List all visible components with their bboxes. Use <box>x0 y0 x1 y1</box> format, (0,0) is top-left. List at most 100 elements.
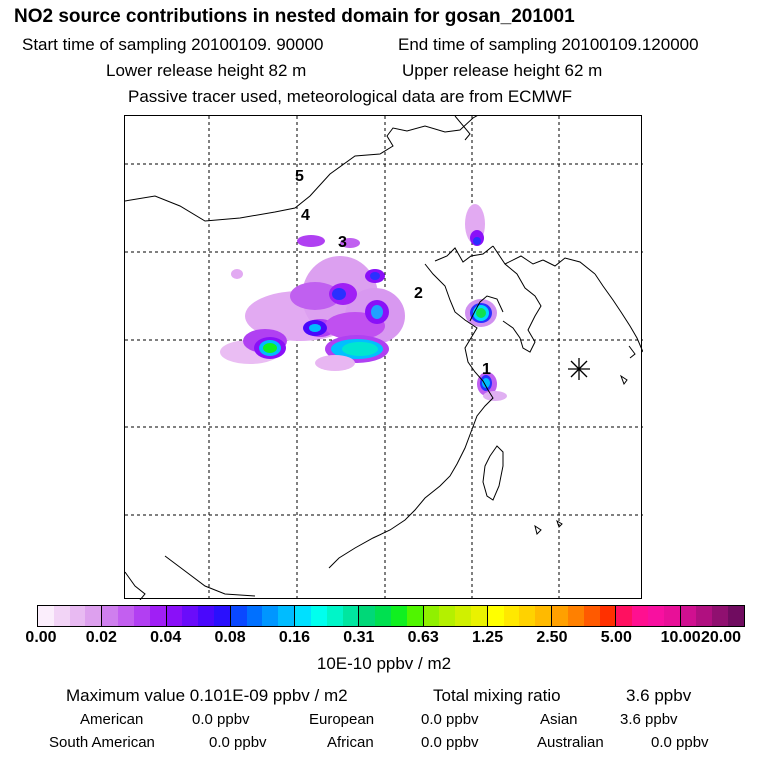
color-scale-swatch <box>278 606 295 626</box>
color-scale-swatch <box>102 606 119 626</box>
source-label-5: 5 <box>295 168 304 185</box>
region-value-european: 0.0 ppbv <box>421 711 479 728</box>
color-scale-tick-label: 0.31 <box>343 629 375 646</box>
color-scale-swatch <box>342 606 359 626</box>
total-mixing-ratio-label: Total mixing ratio <box>433 686 561 705</box>
color-scale-swatch <box>552 606 568 626</box>
lower-release-label: Lower release height 82 m <box>106 61 307 80</box>
region-name-south-american: South American <box>49 734 155 751</box>
tracer-note: Passive tracer used, meteorological data… <box>128 87 573 106</box>
region-name-australian: Australian <box>537 734 604 751</box>
color-scale-swatch <box>326 606 343 626</box>
color-scale-swatch <box>213 606 230 626</box>
color-scale-swatch <box>375 606 391 626</box>
total-mixing-ratio-value: 3.6 ppbv <box>626 686 692 705</box>
color-scale-swatch <box>471 606 487 626</box>
color-scale-tick-label: 2.50 <box>536 629 568 646</box>
color-scale-tick-label: 1.25 <box>471 629 504 646</box>
color-scale-swatch <box>166 606 183 626</box>
color-scale-tick-label: 0.02 <box>85 629 117 646</box>
maximum-value-label: Maximum value 0.101E-09 ppbv / m2 <box>66 686 348 705</box>
color-scale-tick-label: 0.08 <box>214 629 246 646</box>
color-scale-bar <box>37 605 745 627</box>
color-scale-segment <box>230 606 296 626</box>
source-label-4: 4 <box>301 207 310 224</box>
color-scale-swatch <box>423 606 440 626</box>
color-scale-swatch <box>295 606 311 626</box>
source-label-1: 1 <box>482 361 491 378</box>
color-scale-swatch <box>583 606 600 626</box>
color-scale-swatch <box>487 606 504 626</box>
concentration-plumes <box>220 204 507 401</box>
color-scale-swatch <box>230 606 247 626</box>
color-scale-units: 10E-10 ppbv / m2 <box>316 654 452 673</box>
color-scale-swatch <box>246 606 263 626</box>
color-scale-segment <box>616 606 681 626</box>
color-scale-swatch <box>262 606 279 626</box>
color-scale-segment <box>38 606 103 626</box>
color-scale-swatch <box>503 606 520 626</box>
figure-title: NO2 source contributions in nested domai… <box>14 6 575 27</box>
color-scale-swatch <box>632 606 649 626</box>
color-scale-swatch <box>359 606 376 626</box>
region-value-asian: 3.6 ppbv <box>620 711 678 728</box>
color-scale-swatch <box>133 606 150 626</box>
color-scale-segment <box>487 606 553 626</box>
source-label-2: 2 <box>414 285 423 302</box>
color-scale-swatch <box>439 606 456 626</box>
color-scale-swatch <box>406 606 423 626</box>
color-scale-swatch <box>198 606 214 626</box>
color-scale-segment <box>359 606 424 626</box>
region-name-african: African <box>327 734 374 751</box>
start-time-label: Start time of sampling 20100109. 90000 <box>22 35 324 54</box>
color-scale-tick-label: 0.16 <box>278 629 311 646</box>
color-scale-swatch <box>69 606 86 626</box>
region-value-american: 0.0 ppbv <box>192 711 250 728</box>
color-scale-swatch <box>149 606 166 626</box>
color-scale-tick-label: 0.63 <box>407 629 439 646</box>
color-scale-swatch <box>182 606 199 626</box>
color-scale-tick-label: 0.00 <box>25 629 57 646</box>
color-scale-swatch <box>310 606 327 626</box>
color-scale-swatch <box>535 606 552 626</box>
color-scale-swatch <box>567 606 584 626</box>
color-scale-swatch <box>38 606 54 626</box>
region-value-australian: 0.0 ppbv <box>651 734 709 751</box>
color-scale-segment <box>552 606 617 626</box>
color-scale-swatch <box>390 606 407 626</box>
color-scale-swatch <box>53 606 70 626</box>
color-scale-swatch <box>648 606 664 626</box>
color-scale-swatch <box>616 606 633 626</box>
region-value-south-american: 0.0 ppbv <box>209 734 267 751</box>
color-scale-swatch <box>663 606 680 626</box>
color-scale-swatch <box>599 606 616 626</box>
lat-lon-grid <box>125 116 643 600</box>
end-time-label: End time of sampling 20100109.120000 <box>398 35 699 54</box>
map-panel: 5 4 3 2 1 <box>124 115 643 600</box>
color-scale-segment <box>680 606 744 626</box>
color-scale-swatch <box>680 606 697 626</box>
color-scale-segment <box>166 606 231 626</box>
color-scale-swatch <box>85 606 102 626</box>
color-scale-swatch <box>519 606 536 626</box>
color-scale-swatch <box>712 606 729 626</box>
map-canvas: 5 4 3 2 1 <box>125 116 643 600</box>
region-name-american: American <box>80 711 144 728</box>
color-scale-swatch <box>696 606 713 626</box>
color-scale-tick-label: 20.00 <box>700 629 742 646</box>
color-scale-tick-label: 5.00 <box>600 629 632 646</box>
upper-release-label: Upper release height 62 m <box>402 61 603 80</box>
receptor-asterisk-icon <box>568 358 590 380</box>
color-scale-swatch <box>728 606 744 626</box>
color-scale-tick-label: 10.00 <box>660 629 701 646</box>
region-value-african: 0.0 ppbv <box>421 734 479 751</box>
color-scale-segment <box>295 606 360 626</box>
color-scale-swatch <box>455 606 472 626</box>
coastlines <box>125 116 643 600</box>
region-name-asian: Asian <box>540 711 578 728</box>
color-scale-swatch <box>118 606 134 626</box>
color-scale-segment <box>423 606 488 626</box>
source-label-3: 3 <box>338 234 347 251</box>
color-scale-tick-label: 0.04 <box>150 629 182 646</box>
region-name-european: European <box>309 711 375 728</box>
